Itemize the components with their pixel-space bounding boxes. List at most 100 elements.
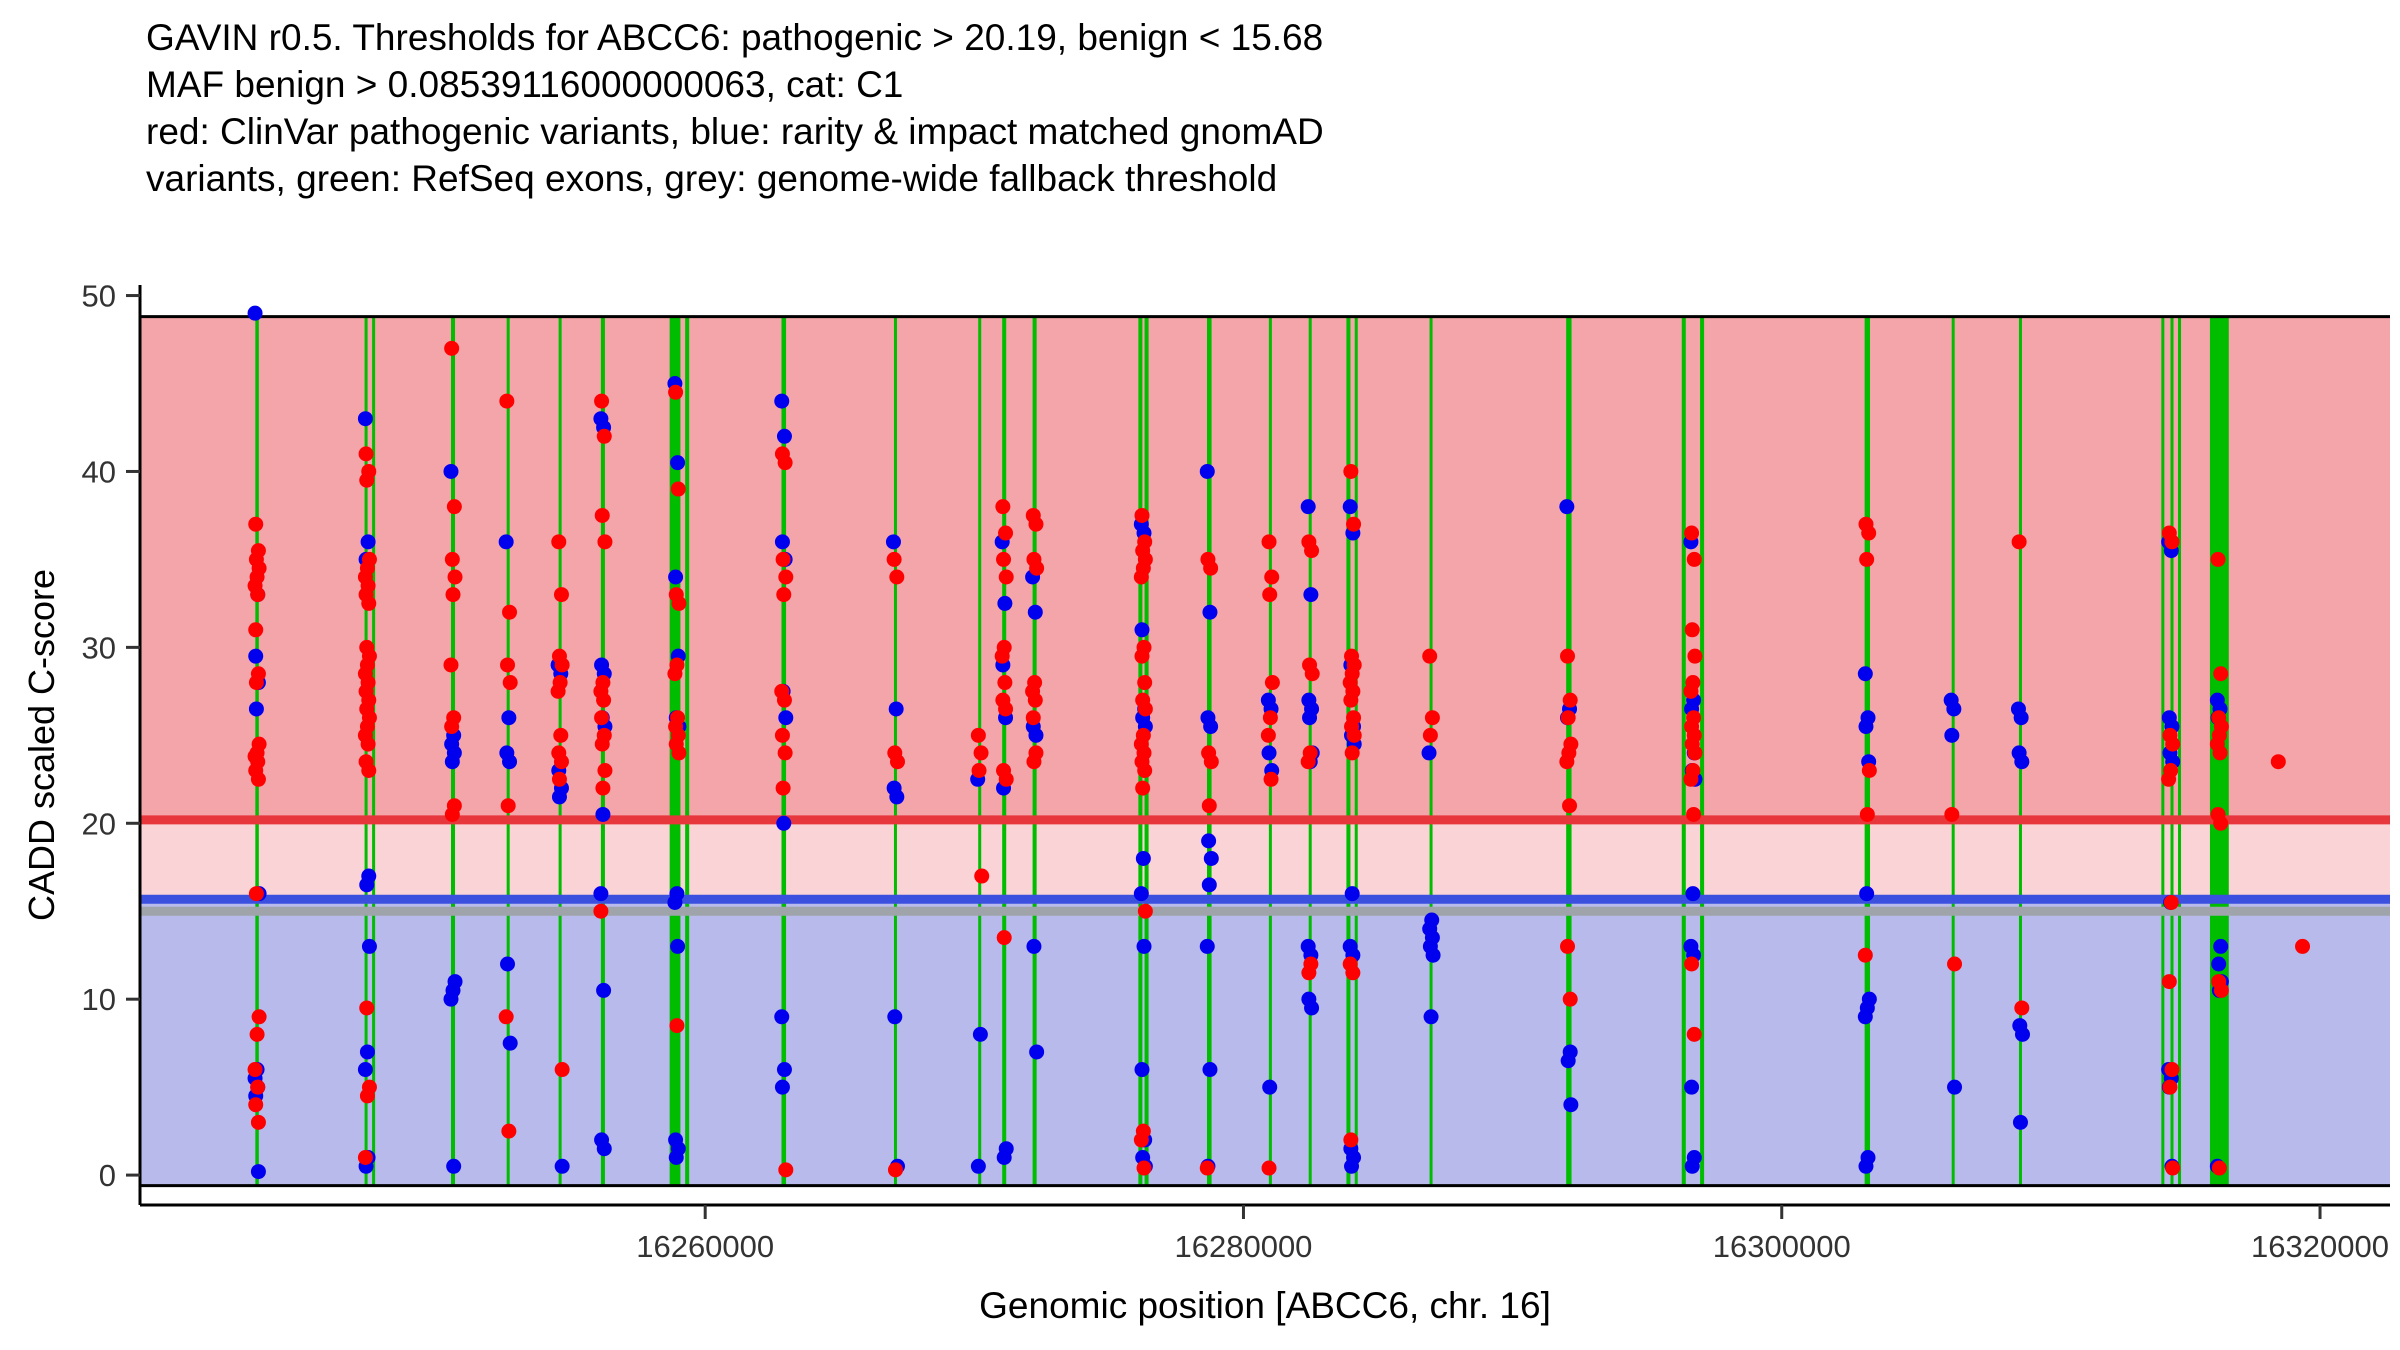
point-clinvar-variant [444,551,460,567]
point-gnomad-variant [250,1164,266,1180]
point-clinvar-variant [553,754,569,770]
point-clinvar-variant [250,587,266,603]
point-clinvar-variant [775,780,791,796]
point-clinvar-variant [1861,525,1877,541]
point-clinvar-variant [1133,1132,1149,1148]
point-clinvar-variant [1559,754,1575,770]
point-gnomad-variant [498,534,514,550]
point-gnomad-variant [595,806,611,822]
point-clinvar-variant [1260,727,1276,743]
point-gnomad-variant [1947,1079,1963,1095]
point-clinvar-variant [1203,754,1219,770]
point-clinvar-variant [444,340,460,356]
point-clinvar-variant [551,771,567,787]
point-gnomad-variant [593,886,609,902]
point-clinvar-variant [1861,763,1877,779]
point-gnomad-variant [1423,1009,1439,1025]
point-gnomad-variant [551,789,567,805]
point-gnomad-variant [359,1044,375,1060]
point-gnomad-variant [972,1026,988,1042]
point-clinvar-variant [1687,648,1703,664]
point-clinvar-variant [2165,736,2181,752]
point-clinvar-variant [2213,982,2229,998]
point-gnomad-variant [500,956,516,972]
point-clinvar-variant [1025,710,1041,726]
title-line-2: MAF benign > 0.08539116000000063, cat: C… [146,64,904,105]
point-gnomad-variant [774,534,790,550]
point-gnomad-variant [670,938,686,954]
point-clinvar-variant [774,727,790,743]
point-gnomad-variant [1857,1009,1873,1025]
point-clinvar-variant [1687,745,1703,761]
y-tick-label: 10 [82,982,116,1017]
point-clinvar-variant [2161,974,2177,990]
point-clinvar-variant [500,657,516,673]
point-clinvar-variant [996,930,1012,946]
point-gnomad-variant [359,877,375,893]
point-clinvar-variant [1137,701,1153,717]
point-gnomad-variant [667,894,683,910]
point-clinvar-variant [1684,956,1700,972]
title-line-1: GAVIN r0.5. Thresholds for ABCC6: pathog… [146,17,1324,58]
point-gnomad-variant [1029,1044,1045,1060]
point-clinvar-variant [597,763,613,779]
point-clinvar-variant [251,1009,267,1025]
point-gnomad-variant [1201,877,1217,893]
point-clinvar-variant [2014,1000,2030,1016]
point-clinvar-variant [889,569,905,585]
point-gnomad-variant [668,1150,684,1166]
point-clinvar-variant [889,754,905,770]
point-clinvar-variant [499,393,515,409]
point-clinvar-variant [670,481,686,497]
point-clinvar-variant [358,446,374,462]
point-clinvar-variant [359,1000,375,1016]
point-gnomad-variant [1858,719,1874,735]
point-gnomad-variant [1261,745,1277,761]
point-gnomad-variant [888,701,904,717]
point-clinvar-variant [1133,569,1149,585]
point-clinvar-variant [597,534,613,550]
point-gnomad-variant [2014,1026,2030,1042]
point-gnomad-variant [2012,1114,2028,1130]
point-gnomad-variant [774,1009,790,1025]
point-clinvar-variant [553,727,569,743]
point-clinvar-variant [1424,710,1440,726]
point-clinvar-variant [775,551,791,567]
point-clinvar-variant [2163,894,2179,910]
point-clinvar-variant [1137,675,1153,691]
point-gnomad-variant [1136,938,1152,954]
point-clinvar-variant [1686,551,1702,567]
point-gnomad-variant [1859,886,1875,902]
point-gnomad-variant [887,1009,903,1025]
point-clinvar-variant [2212,745,2228,761]
x-tick-label: 16320000 [2251,1229,2389,1264]
point-clinvar-variant [777,745,793,761]
point-clinvar-variant [998,569,1014,585]
point-clinvar-variant [2213,815,2229,831]
point-gnomad-variant [1304,1000,1320,1016]
point-clinvar-variant [1346,516,1362,532]
point-clinvar-variant [778,569,794,585]
point-clinvar-variant [1199,1160,1215,1176]
point-gnomad-variant [1425,947,1441,963]
point-clinvar-variant [596,428,612,444]
point-clinvar-variant [357,1150,373,1166]
point-gnomad-variant [2213,938,2229,954]
point-clinvar-variant [668,384,684,400]
point-clinvar-variant [2211,1160,2227,1176]
point-gnomad-variant [1302,710,1318,726]
point-gnomad-variant [1026,938,1042,954]
point-gnomad-variant [1202,1062,1218,1078]
point-gnomad-variant [1946,701,1962,717]
region-benign [140,899,2390,1186]
point-clinvar-variant [1027,692,1043,708]
point-gnomad-variant [1134,1062,1150,1078]
point-gnomad-variant [1300,499,1316,515]
point-clinvar-variant [2210,551,2226,567]
point-gnomad-variant [776,815,792,831]
point-gnomad-variant [1684,1158,1700,1174]
point-gnomad-variant [1303,587,1319,603]
point-gnomad-variant [1858,1158,1874,1174]
point-gnomad-variant [444,754,460,770]
point-gnomad-variant [1027,604,1043,620]
